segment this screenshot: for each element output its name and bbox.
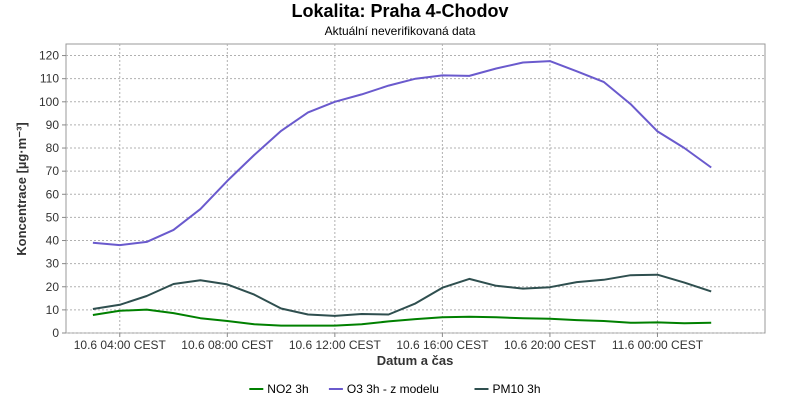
x-axis: 10.6 04:00 CEST 10.6 08:00 CEST 10.6 12:00… [74, 333, 704, 352]
chart-title: Lokalita: Praha 4-Chodov [291, 1, 509, 21]
legend-item: O3 3h - z modelu [328, 382, 439, 396]
y-axis: 0 10 20 30 40 50 60 70 80 90 100 110 120 [39, 49, 66, 340]
chart-subtitle: Aktuální neverifikovaná data [324, 24, 476, 38]
x-tick-label: 10.6 08:00 CEST [181, 338, 274, 352]
series-line-o3-3h-z-modelu [92, 60, 712, 247]
y-tick-label: 20 [46, 280, 60, 294]
series-line-no2-3h [92, 308, 712, 327]
y-axis-title: Koncentrace [µg·m⁻³] [14, 122, 29, 256]
y-tick-label: 10 [46, 303, 60, 317]
y-tick-label: 120 [39, 49, 59, 63]
y-tick-label: 100 [39, 95, 59, 109]
series-lines [92, 60, 712, 327]
y-tick-label: 90 [46, 118, 60, 132]
legend-label: NO2 3h [267, 382, 308, 396]
y-tick-label: 50 [46, 210, 60, 224]
y-tick-label: 30 [46, 257, 60, 271]
y-tick-label: 60 [46, 187, 60, 201]
x-tick-label: 11.6 00:00 CEST [612, 338, 704, 352]
legend-label: PM10 3h [493, 382, 541, 396]
x-axis-title: Datum a čas [377, 353, 454, 368]
x-tick-label: 10.6 12:00 CEST [289, 338, 382, 352]
legend: NO2 3h O3 3h - z modelu PM10 3h [249, 382, 541, 396]
series-line-pm10-3h [92, 273, 712, 317]
legend-item: NO2 3h [249, 382, 309, 396]
y-tick-label: 110 [40, 72, 59, 86]
x-tick-label: 10.6 04:00 CEST [74, 338, 167, 352]
legend-item: PM10 3h [474, 382, 541, 396]
x-tick-label: 10.6 20:00 CEST [504, 338, 597, 352]
y-tick-label: 40 [46, 234, 60, 248]
y-tick-label: 70 [46, 164, 60, 178]
plot-area [65, 43, 766, 334]
y-tick-label: 0 [52, 326, 59, 340]
legend-label: O3 3h - z modelu [347, 382, 439, 396]
x-tick-label: 10.6 16:00 CEST [396, 338, 489, 352]
y-tick-label: 80 [46, 141, 60, 155]
